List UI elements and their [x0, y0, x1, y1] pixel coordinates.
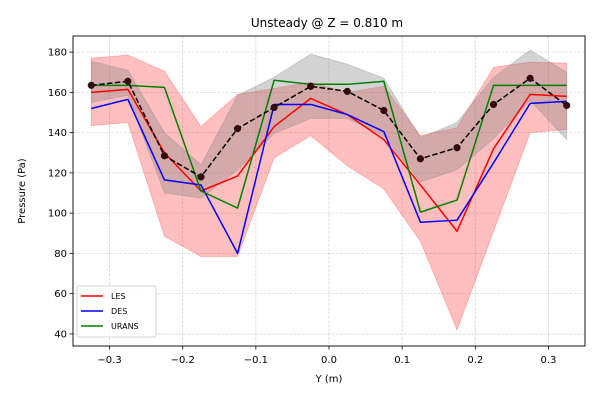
- series-lines: [91, 77, 568, 255]
- x-tick-label: 0.3: [540, 355, 556, 366]
- uncertainty-band: [90, 54, 568, 331]
- y-tick-label: 80: [54, 249, 67, 260]
- data-point: [87, 81, 95, 89]
- data-point: [526, 74, 534, 82]
- y-tick-label: 160: [48, 88, 67, 99]
- x-ticks: −0.3 −0.2 −0.1 0.0 0.1 0.2 0.3: [97, 346, 556, 366]
- x-tick-label: −0.1: [244, 355, 268, 366]
- y-tick-label: 140: [48, 128, 67, 139]
- legend-box: [76, 285, 157, 338]
- des-line: [91, 98, 567, 255]
- grid: [73, 36, 585, 346]
- x-tick-label: 0.2: [467, 355, 483, 366]
- data-markers: [87, 74, 571, 181]
- urans-line: [91, 79, 567, 213]
- legend: LES DES URANS: [76, 285, 157, 338]
- y-tick-label: 60: [54, 289, 67, 300]
- x-axis-label: Y (m): [315, 374, 343, 385]
- data-point: [234, 125, 242, 133]
- data-point: [490, 100, 498, 108]
- data-point: [563, 101, 571, 109]
- uncertainty-band: [90, 49, 568, 199]
- data-point: [197, 173, 205, 181]
- y-ticks: 40 60 80 100 120 140 160 180: [48, 48, 73, 340]
- y-tick-label: 100: [48, 209, 67, 220]
- data-point: [307, 82, 315, 90]
- y-axis-label: Pressure (Pa): [17, 158, 28, 223]
- y-tick-label: 120: [48, 168, 67, 179]
- x-tick-label: 0.0: [321, 355, 337, 366]
- y-tick-label: 40: [54, 329, 67, 340]
- x-tick-label: −0.3: [97, 355, 121, 366]
- legend-label: URANS: [111, 322, 139, 331]
- chart-title: Unsteady @ Z = 0.810 m: [251, 16, 403, 30]
- data-point: [160, 152, 168, 160]
- y-tick-label: 180: [48, 48, 67, 59]
- data-point: [380, 106, 388, 115]
- data-point: [453, 144, 461, 152]
- data-point: [124, 77, 132, 85]
- x-tick-label: 0.1: [394, 355, 410, 366]
- data-point: [416, 155, 424, 163]
- x-tick-label: −0.2: [171, 355, 195, 366]
- dashed-series-line: [91, 77, 568, 178]
- data-point: [270, 103, 278, 112]
- legend-label: LES: [111, 292, 126, 301]
- legend-label: DES: [111, 307, 127, 316]
- uncertainty-bands: [90, 49, 568, 331]
- data-point: [343, 87, 351, 95]
